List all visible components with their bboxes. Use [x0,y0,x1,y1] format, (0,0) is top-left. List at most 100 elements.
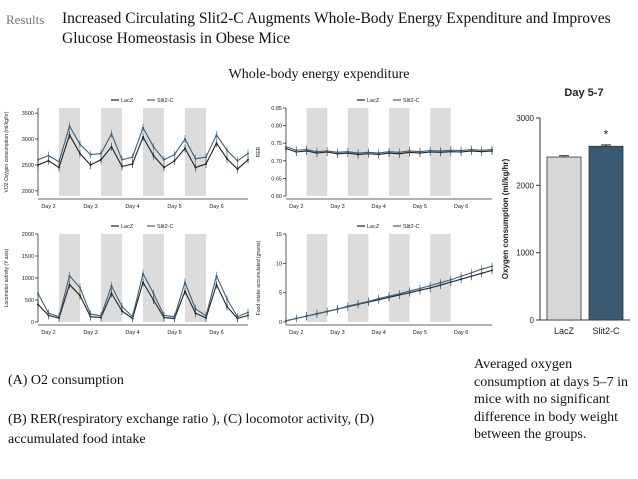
bar-lacz [546,156,582,321]
data-point-slit2-c [47,312,50,315]
y-axis-label: RER [256,146,262,157]
x-tick-label: Day 2 [41,204,55,210]
dark-phase-band [347,234,369,322]
data-point-slit2-c [346,150,349,153]
data-point-slit2-c [100,152,102,155]
data-point-lacz [152,154,155,157]
y-tick-label: 2000 [22,189,34,195]
dark-phase-band [185,108,206,196]
y-tick-label: 0 [530,316,535,325]
legend-label-lacz: LacZ [367,98,380,104]
data-point-slit2-c [470,148,473,151]
data-point-lacz [142,281,144,284]
data-point-slit2-c [418,287,421,290]
data-point-slit2-c [37,158,39,161]
data-point-slit2-c [449,149,452,152]
x-tick-label: Day 3 [83,330,97,336]
data-point-slit2-c [205,156,207,159]
data-point-slit2-c [429,284,432,287]
data-point-lacz [110,292,113,295]
data-point-slit2-c [305,315,308,318]
y-axis-label: Food intake accumulated (grams) [256,240,262,315]
y-tick-label: 15 [276,232,282,238]
data-point-slit2-c [110,132,113,135]
data-point-slit2-c [491,265,493,268]
data-point-slit2-c [418,150,421,153]
legend-label-lacz: LacZ [367,224,380,230]
data-point-slit2-c [47,154,50,157]
data-point-slit2-c [58,160,60,163]
data-point-slit2-c [236,159,239,162]
data-point-lacz [89,163,92,166]
chart-e-day57-bar: Day 5-7 0 1000 2000 3000 Oxygen consumption (… [501,87,630,336]
x-tick-label: Day 5 [167,204,181,210]
x-tick-label: Day 6 [209,204,223,210]
y-tick-label: 2000 [22,232,34,238]
y-tick-label: 0.80 [271,124,282,130]
data-point-slit2-c [194,307,197,310]
data-point-lacz [194,166,197,169]
data-point-lacz [173,159,176,162]
data-point-slit2-c [439,281,442,284]
dark-phase-band [185,234,206,322]
data-point-slit2-c [58,315,60,318]
data-point-slit2-c [121,158,123,161]
data-point-slit2-c [295,149,298,152]
chart-c-locomotor: 0 500 1000 1500 2000 Day 2 Day 3 Day 4 Day 5 Day … [4,224,249,336]
data-point-slit2-c [439,149,442,152]
data-point-lacz [194,312,197,315]
y-tick-label: 1000 [516,249,534,258]
y-tick-label: 0.85 [271,106,282,112]
data-point-slit2-c [89,313,92,316]
data-point-lacz [110,145,113,148]
data-point-lacz [37,303,39,306]
y-axis-label: Oxygen consumption (ml/kg/hr) [501,158,510,279]
y-tick-label: 0.75 [271,141,282,147]
data-point-slit2-c [377,152,380,155]
data-point-lacz [68,133,71,136]
y-axis-label: Locomotor activity (Y axis) [4,248,10,307]
slide-title: Increased Circulating Slit2-C Augments W… [62,10,611,47]
data-point-slit2-c [357,302,360,305]
data-point-lacz [247,158,249,161]
bar-note: Averaged oxygen consumption at days 5–7 … [474,357,628,442]
bar-category-label: LacZ [554,326,575,336]
y-tick-label: 3000 [22,137,34,143]
chart-d-food: 0 5 10 15 Day 2 Day 3 Day 4 Day 5 Day 6 Food inta… [256,224,493,336]
data-point-slit2-c [121,305,123,308]
data-point-slit2-c [173,153,176,156]
dark-phase-band [389,234,410,322]
legend-label-slit2-c: Slit2-C [403,98,420,104]
data-point-slit2-c [336,308,339,311]
data-point-lacz [215,142,218,145]
data-point-lacz [152,299,155,301]
data-point-slit2-c [388,295,390,298]
y-tick-label: 0.65 [271,176,282,182]
y-tick-label: 0 [279,320,282,326]
data-point-slit2-c [491,148,493,151]
x-tick-label: Day 5 [413,330,427,336]
y-tick-label: 10 [276,261,282,267]
data-point-slit2-c [110,284,113,287]
data-point-slit2-c [68,274,71,277]
data-point-lacz [184,290,186,293]
y-tick-label: 0.70 [271,159,282,165]
data-point-slit2-c [194,157,197,160]
data-point-slit2-c [236,315,239,318]
data-point-slit2-c [398,151,401,154]
section-title: Whole-body energy expenditure [228,67,410,82]
data-point-slit2-c [131,156,134,159]
data-point-lacz [215,283,218,286]
data-point-slit2-c [142,126,144,129]
chart-b-rer: 0.60 0.65 0.70 0.75 0.80 0.85 Day 2 Day 3 Day 4 D… [256,98,493,210]
x-tick-label: Day 5 [413,204,427,210]
x-tick-label: Day 3 [330,204,344,210]
data-point-slit2-c [449,278,452,281]
data-point-slit2-c [142,272,144,275]
y-tick-label: 2500 [22,163,34,169]
data-point-lacz [100,158,102,161]
data-point-slit2-c [247,311,249,314]
data-point-slit2-c [388,150,390,153]
dark-phase-band [306,234,328,322]
data-point-slit2-c [398,292,401,295]
